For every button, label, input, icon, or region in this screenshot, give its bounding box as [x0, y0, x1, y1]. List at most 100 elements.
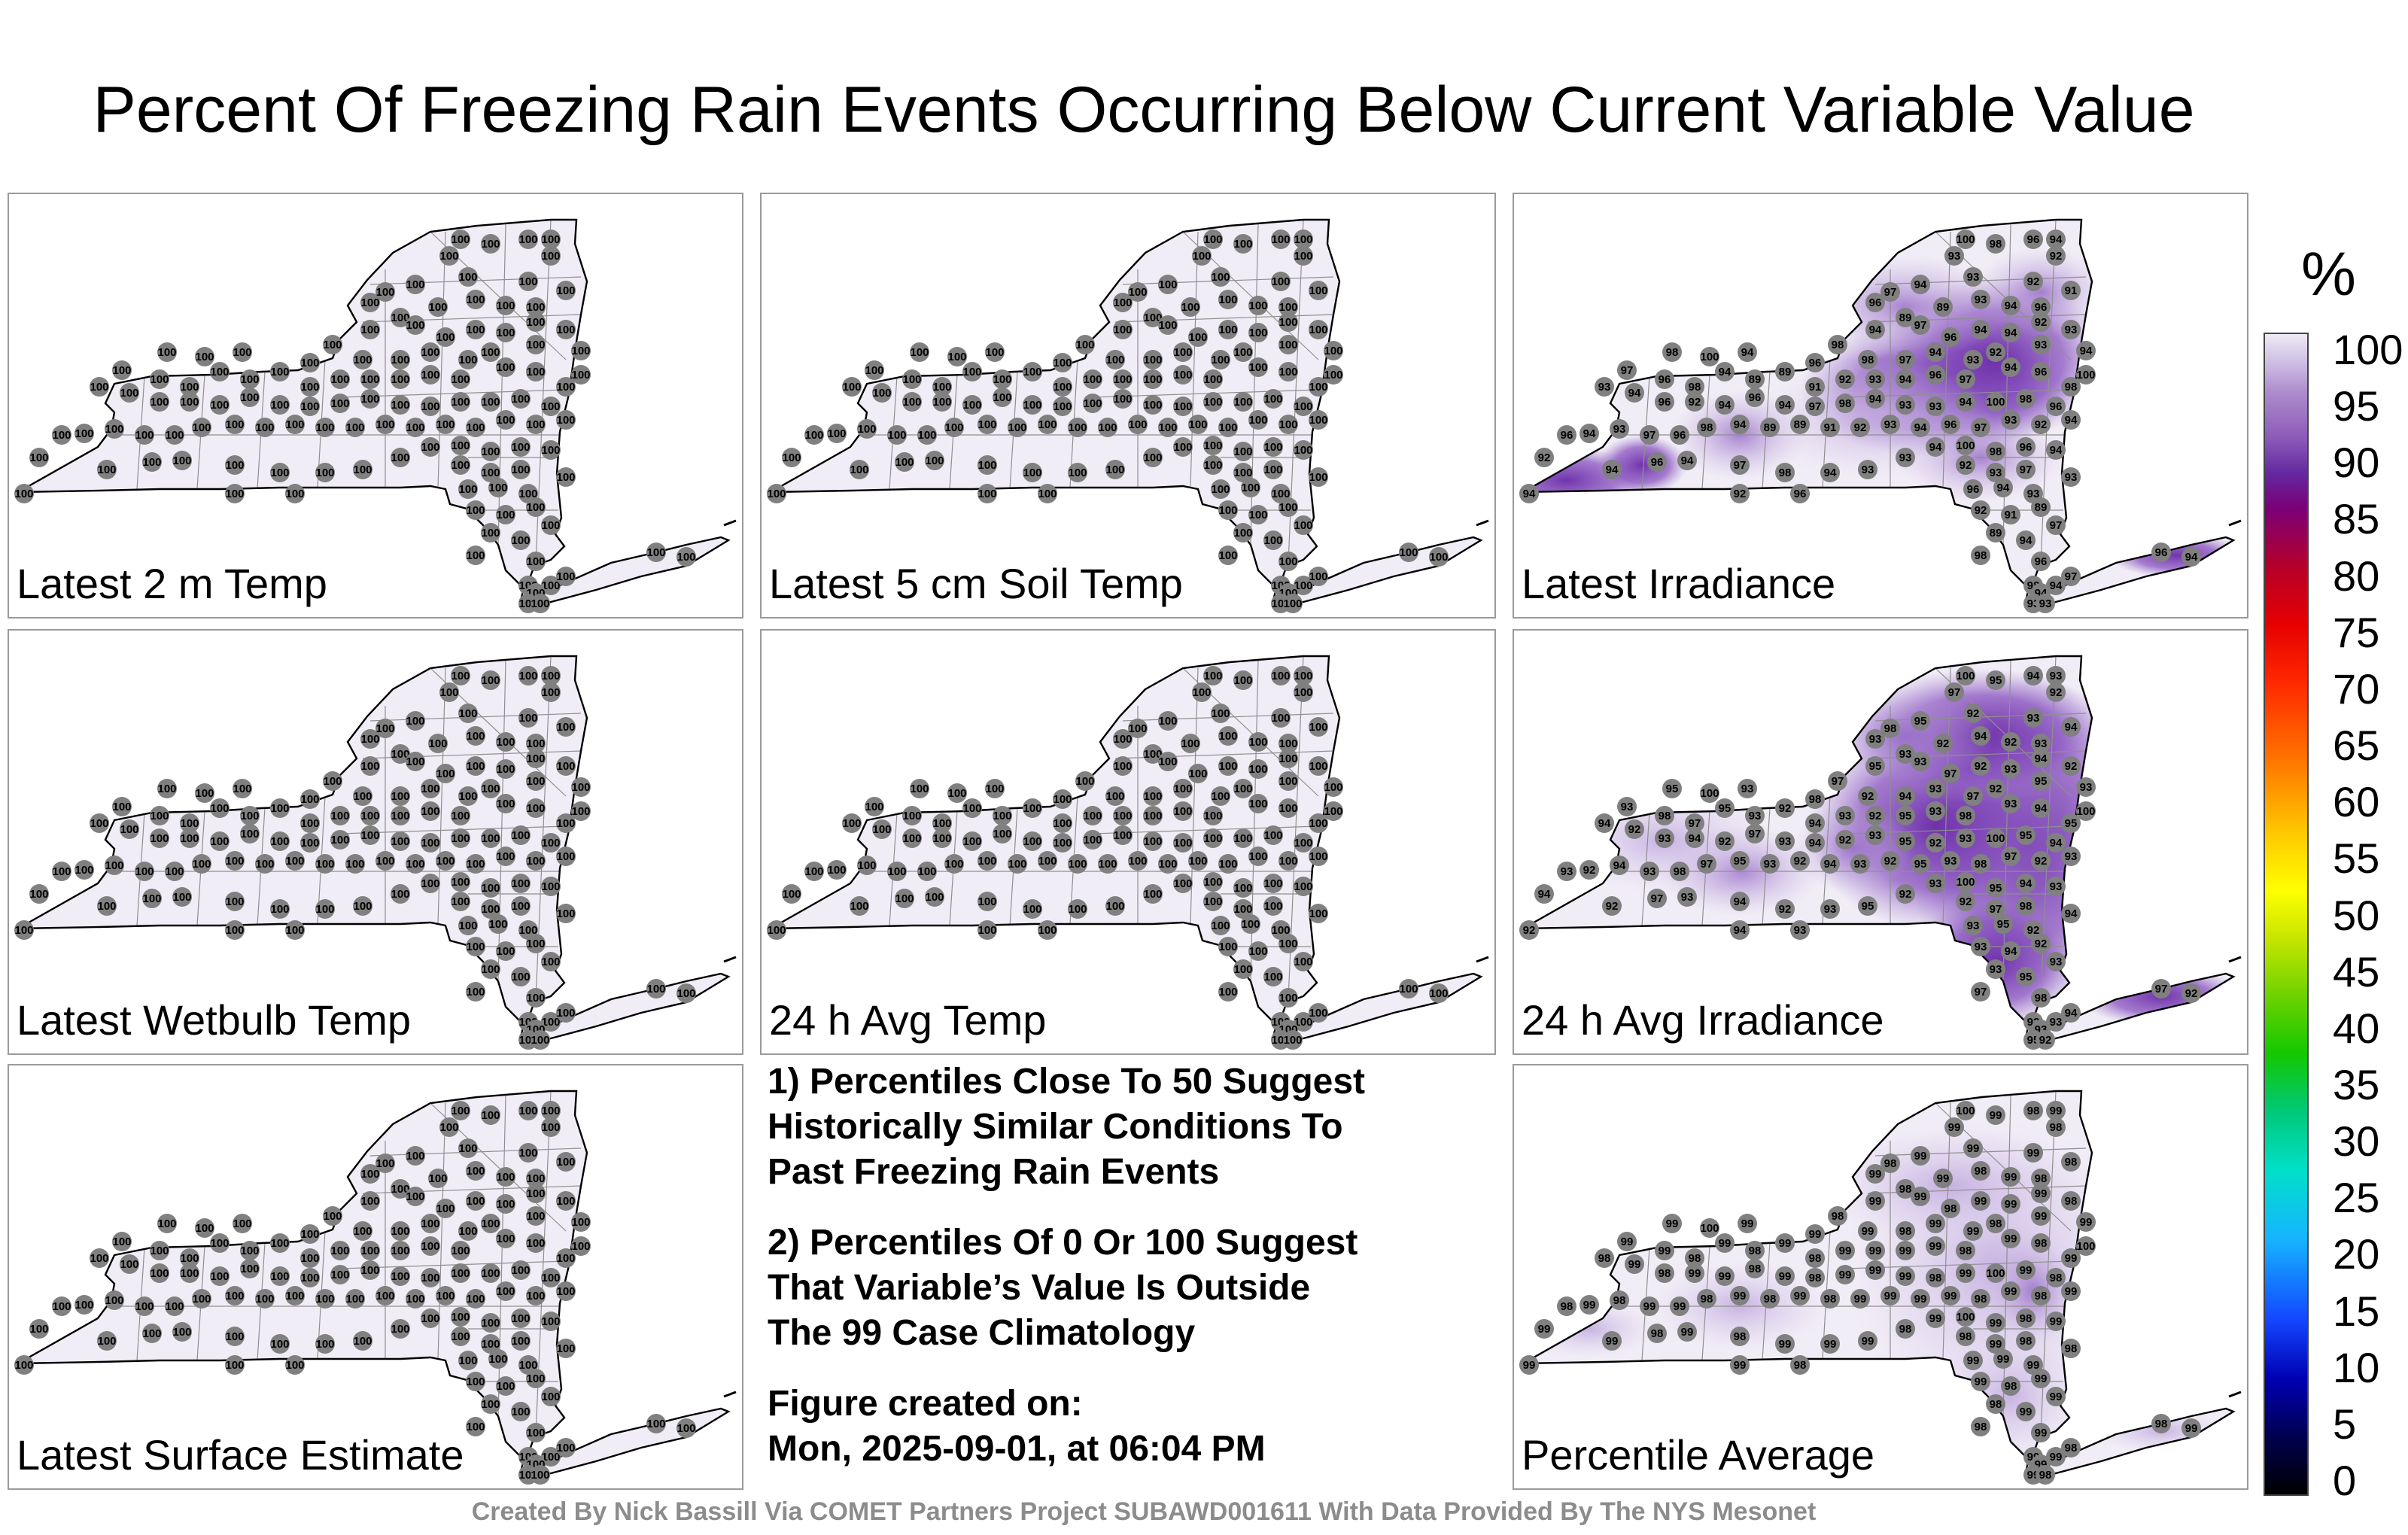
station-marker: 100 — [97, 1331, 117, 1351]
station-marker: 93 — [2061, 467, 2081, 487]
station-value: 100 — [511, 464, 530, 476]
station-value: 94 — [1809, 817, 1822, 830]
station-value: 100 — [902, 810, 921, 822]
station-marker: 100 — [1278, 362, 1298, 381]
station-value: 100 — [1294, 400, 1312, 413]
station-value: 100 — [1008, 421, 1026, 434]
station-marker: 100 — [112, 1232, 132, 1251]
station-value: 100 — [804, 865, 823, 878]
station-marker: 95 — [1911, 854, 1930, 874]
station-marker: 92 — [2046, 682, 2066, 702]
station-value: 100 — [676, 551, 695, 564]
station-marker: 94 — [2001, 296, 2020, 315]
station-value: 100 — [993, 810, 1011, 822]
station-marker: 100 — [526, 771, 546, 791]
station-value: 92 — [1854, 421, 1867, 434]
station-value: 100 — [421, 441, 439, 454]
note-2-line-1: 2) Percentiles Of 0 Or 100 Suggest — [768, 1223, 1358, 1263]
station-marker: 100 — [210, 1233, 230, 1253]
station-value: 100 — [932, 381, 951, 394]
station-value: 100 — [1105, 900, 1124, 913]
station-value: 100 — [458, 483, 477, 496]
station-marker: 100 — [850, 896, 869, 916]
station-marker: 98 — [1880, 1154, 1900, 1173]
station-marker: 100 — [451, 436, 470, 455]
station-value: 100 — [571, 1240, 590, 1253]
station-marker: 100 — [1263, 437, 1283, 457]
station-value: 100 — [1309, 324, 1327, 336]
station-value: 93 — [2050, 956, 2063, 968]
panel-label: Latest Surface Estimate — [17, 1431, 464, 1479]
station-value: 96 — [1944, 331, 1957, 344]
station-value: 97 — [1689, 817, 1701, 830]
station-value: 100 — [375, 722, 394, 735]
station-value: 100 — [531, 597, 549, 610]
station-marker: 92 — [1926, 833, 1945, 853]
station-value: 100 — [466, 504, 485, 517]
station-marker: 93 — [1926, 801, 1945, 821]
station-marker: 100 — [1283, 1030, 1303, 1050]
station-value: 93 — [1975, 941, 1987, 953]
station-marker: 100 — [1203, 806, 1223, 825]
station-value: 100 — [1128, 286, 1147, 299]
station-marker: 100 — [210, 798, 230, 818]
station-value: 98 — [1689, 381, 1701, 394]
station-value: 100 — [1113, 810, 1132, 822]
station-value: 97 — [1899, 354, 1912, 366]
station-value: 100 — [767, 924, 786, 937]
station-value: 100 — [1309, 907, 1327, 920]
station-marker: 100 — [910, 342, 929, 362]
station-marker: 93 — [1926, 397, 1945, 416]
station-value: 95 — [1990, 882, 2002, 895]
station-marker: 96 — [1865, 293, 1885, 312]
station-value: 92 — [1884, 855, 1897, 868]
station-value: 100 — [1143, 835, 1162, 848]
station-value: 100 — [142, 1327, 161, 1340]
station-value: 92 — [1628, 823, 1641, 836]
station-marker: 100 — [1038, 484, 1057, 503]
station-value: 97 — [1734, 459, 1747, 472]
station-marker: 100 — [451, 229, 470, 249]
station-value: 100 — [120, 1258, 138, 1271]
station-value: 100 — [925, 891, 944, 904]
station-value: 95 — [1734, 855, 1747, 868]
station-value: 100 — [1068, 467, 1087, 479]
station-marker: 100 — [496, 410, 515, 430]
map-panel-2: 100 100 100 100 100 100 100 100 100 100 100 100 100 1… — [760, 193, 1496, 619]
station-marker: 98 — [2031, 988, 2051, 1008]
station-value: 100 — [391, 810, 409, 822]
station-marker: 100 — [827, 860, 847, 880]
station-value: 98 — [1862, 354, 1874, 366]
station-value: 100 — [1278, 555, 1297, 568]
station-marker: 100 — [556, 847, 576, 866]
station-marker: 100 — [1218, 937, 1238, 956]
station-value: 100 — [391, 888, 409, 901]
station-marker: 100 — [1105, 460, 1125, 479]
station-marker: 100 — [74, 424, 94, 443]
station-marker: 100 — [541, 440, 561, 460]
station-value: 100 — [1278, 737, 1297, 750]
station-marker: 100 — [1309, 281, 1328, 300]
station-marker: 100 — [1233, 392, 1253, 412]
station-value: 100 — [195, 351, 214, 363]
station-marker: 98 — [1557, 1296, 1576, 1316]
station-value: 100 — [1309, 817, 1327, 830]
station-marker: 100 — [985, 779, 1005, 798]
station-value: 100 — [451, 459, 470, 472]
station-value: 94 — [1719, 399, 1732, 412]
station-marker: 100 — [225, 920, 245, 940]
station-value: 100 — [1143, 312, 1162, 324]
station-value: 100 — [1278, 339, 1297, 351]
station-marker: 99 — [1933, 1169, 1953, 1188]
station-value: 99 — [2035, 1372, 2048, 1385]
station-marker: 99 — [2031, 1206, 2051, 1226]
station-value: 100 — [518, 670, 537, 682]
station-marker: 100 — [391, 744, 410, 764]
station-value: 99 — [2035, 1187, 2048, 1200]
station-marker: 92 — [1730, 484, 1750, 503]
station-value: 94 — [2065, 721, 2078, 734]
station-marker: 100 — [872, 819, 892, 839]
station-value: 100 — [481, 1398, 500, 1411]
station-marker: 100 — [556, 567, 576, 586]
station-marker: 98 — [1655, 1263, 1674, 1283]
